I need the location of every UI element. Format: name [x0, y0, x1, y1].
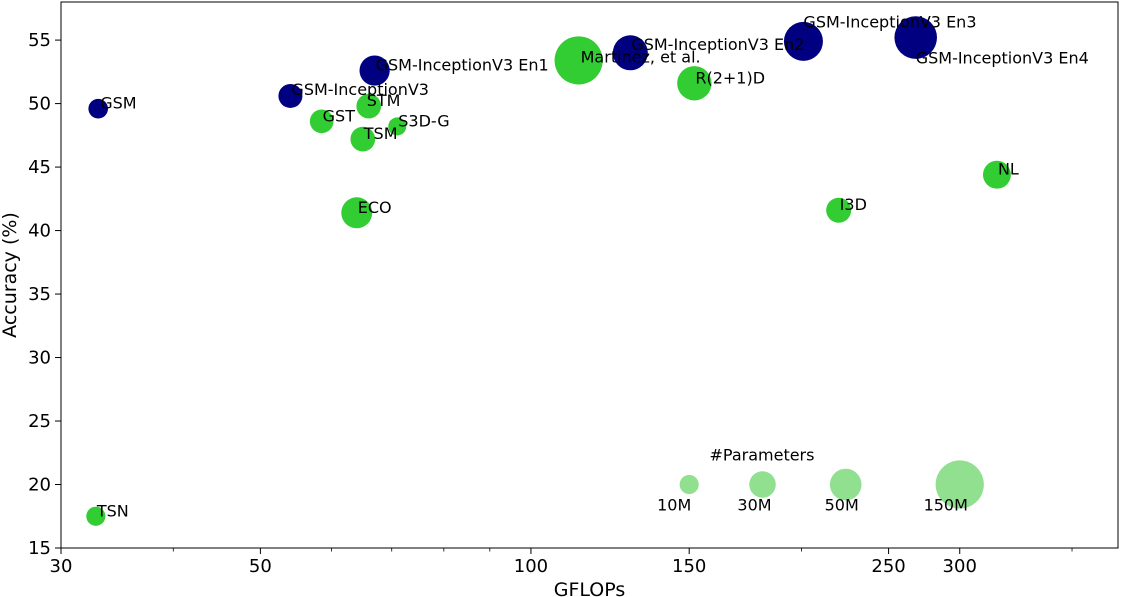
legend-label: 30M	[737, 496, 771, 515]
point-label: GSM	[100, 94, 136, 113]
x-tick-label: 300	[943, 556, 977, 577]
legend-title: #Parameters	[709, 445, 814, 464]
point-marker	[359, 55, 390, 86]
point-label: Martinez, et al.	[581, 47, 701, 66]
y-tick-label: 40	[28, 221, 51, 242]
y-tick-label: 45	[28, 157, 51, 178]
point-marker	[86, 506, 106, 526]
point-label: TSN	[96, 501, 129, 520]
point-label: R(2+1)D	[695, 68, 765, 87]
x-axis-label: GFLOPs	[554, 579, 626, 597]
point-marker	[982, 160, 1011, 189]
point-label: GSM-InceptionV3 En3	[803, 12, 976, 31]
data-points	[86, 16, 1011, 526]
point-marker	[783, 21, 823, 61]
point-marker	[88, 98, 109, 119]
point-labels: GSM GSM-InceptionV3 GSM-InceptionV3 En1 GSM…	[96, 12, 1089, 520]
point-marker	[309, 109, 334, 134]
legend-label: 150M	[924, 496, 968, 515]
point-marker	[341, 197, 373, 229]
size-legend: #Parameters 10M 30M 50M 150M	[657, 445, 984, 515]
y-tick-label: 35	[28, 284, 51, 305]
x-tick-label: 50	[249, 556, 272, 577]
point-marker	[388, 117, 407, 136]
point-label: STM	[367, 91, 401, 110]
point-label: GSM-InceptionV3 En2	[631, 35, 804, 54]
point-label: GSM-InceptionV3	[291, 80, 429, 99]
point-label: ECO	[358, 198, 392, 217]
y-tick-label: 15	[28, 538, 51, 559]
y-tick-label: 30	[28, 348, 51, 369]
point-marker	[350, 126, 376, 152]
point-label: GSM-InceptionV3 En4	[916, 49, 1089, 68]
plot-frame	[60, 1, 1119, 549]
y-tick-label: 50	[28, 94, 51, 115]
y-tick-label: 25	[28, 411, 51, 432]
y-tick-label: 20	[28, 475, 51, 496]
legend-label: 50M	[825, 496, 859, 515]
x-tick-label: 150	[672, 556, 706, 577]
point-label: I3D	[840, 195, 867, 214]
point-label: GSM-InceptionV3 En1	[376, 56, 549, 75]
legend-label: 10M	[657, 496, 691, 515]
legend-marker	[829, 468, 862, 501]
x-tick-label: 250	[871, 556, 905, 577]
point-marker	[612, 35, 648, 71]
point-marker	[356, 93, 382, 119]
point-marker	[894, 16, 937, 59]
x-tick-label: 30	[50, 556, 73, 577]
point-marker	[826, 197, 852, 223]
legend-marker	[679, 474, 699, 495]
point-label: TSM	[363, 124, 398, 143]
legend-marker	[935, 460, 984, 509]
point-label: NL	[998, 160, 1019, 179]
point-marker	[677, 66, 712, 101]
legend-marker	[749, 471, 776, 498]
point-marker	[554, 36, 603, 85]
x-tick-label: 100	[514, 556, 548, 577]
point-marker	[278, 83, 303, 108]
y-tick-label: 55	[28, 30, 51, 51]
point-label: S3D-G	[398, 111, 449, 130]
point-label: GST	[323, 106, 356, 125]
y-axis-label: Accuracy (%)	[0, 212, 21, 338]
